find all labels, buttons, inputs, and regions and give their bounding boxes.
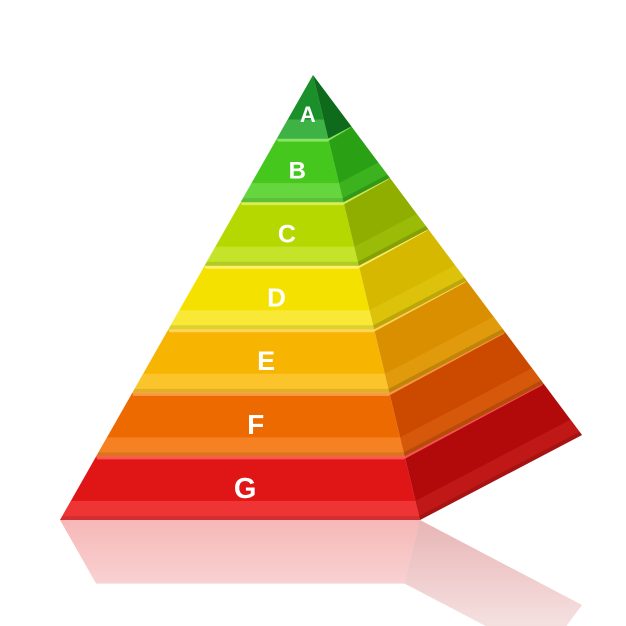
pyramid-label-b: B bbox=[289, 158, 306, 185]
pyramid-label-e: E bbox=[257, 346, 275, 376]
pyramid-label-f: F bbox=[247, 409, 264, 440]
pyramid-label-c: C bbox=[278, 221, 296, 249]
pyramid-label-a: A bbox=[300, 102, 316, 127]
pyramid-stage: G F E D C B A bbox=[0, 0, 626, 626]
pyramid-reflection bbox=[0, 520, 626, 626]
pyramid-label-d: D bbox=[267, 282, 286, 312]
pyramid bbox=[60, 75, 582, 520]
pyramid-label-g: G bbox=[234, 473, 257, 505]
